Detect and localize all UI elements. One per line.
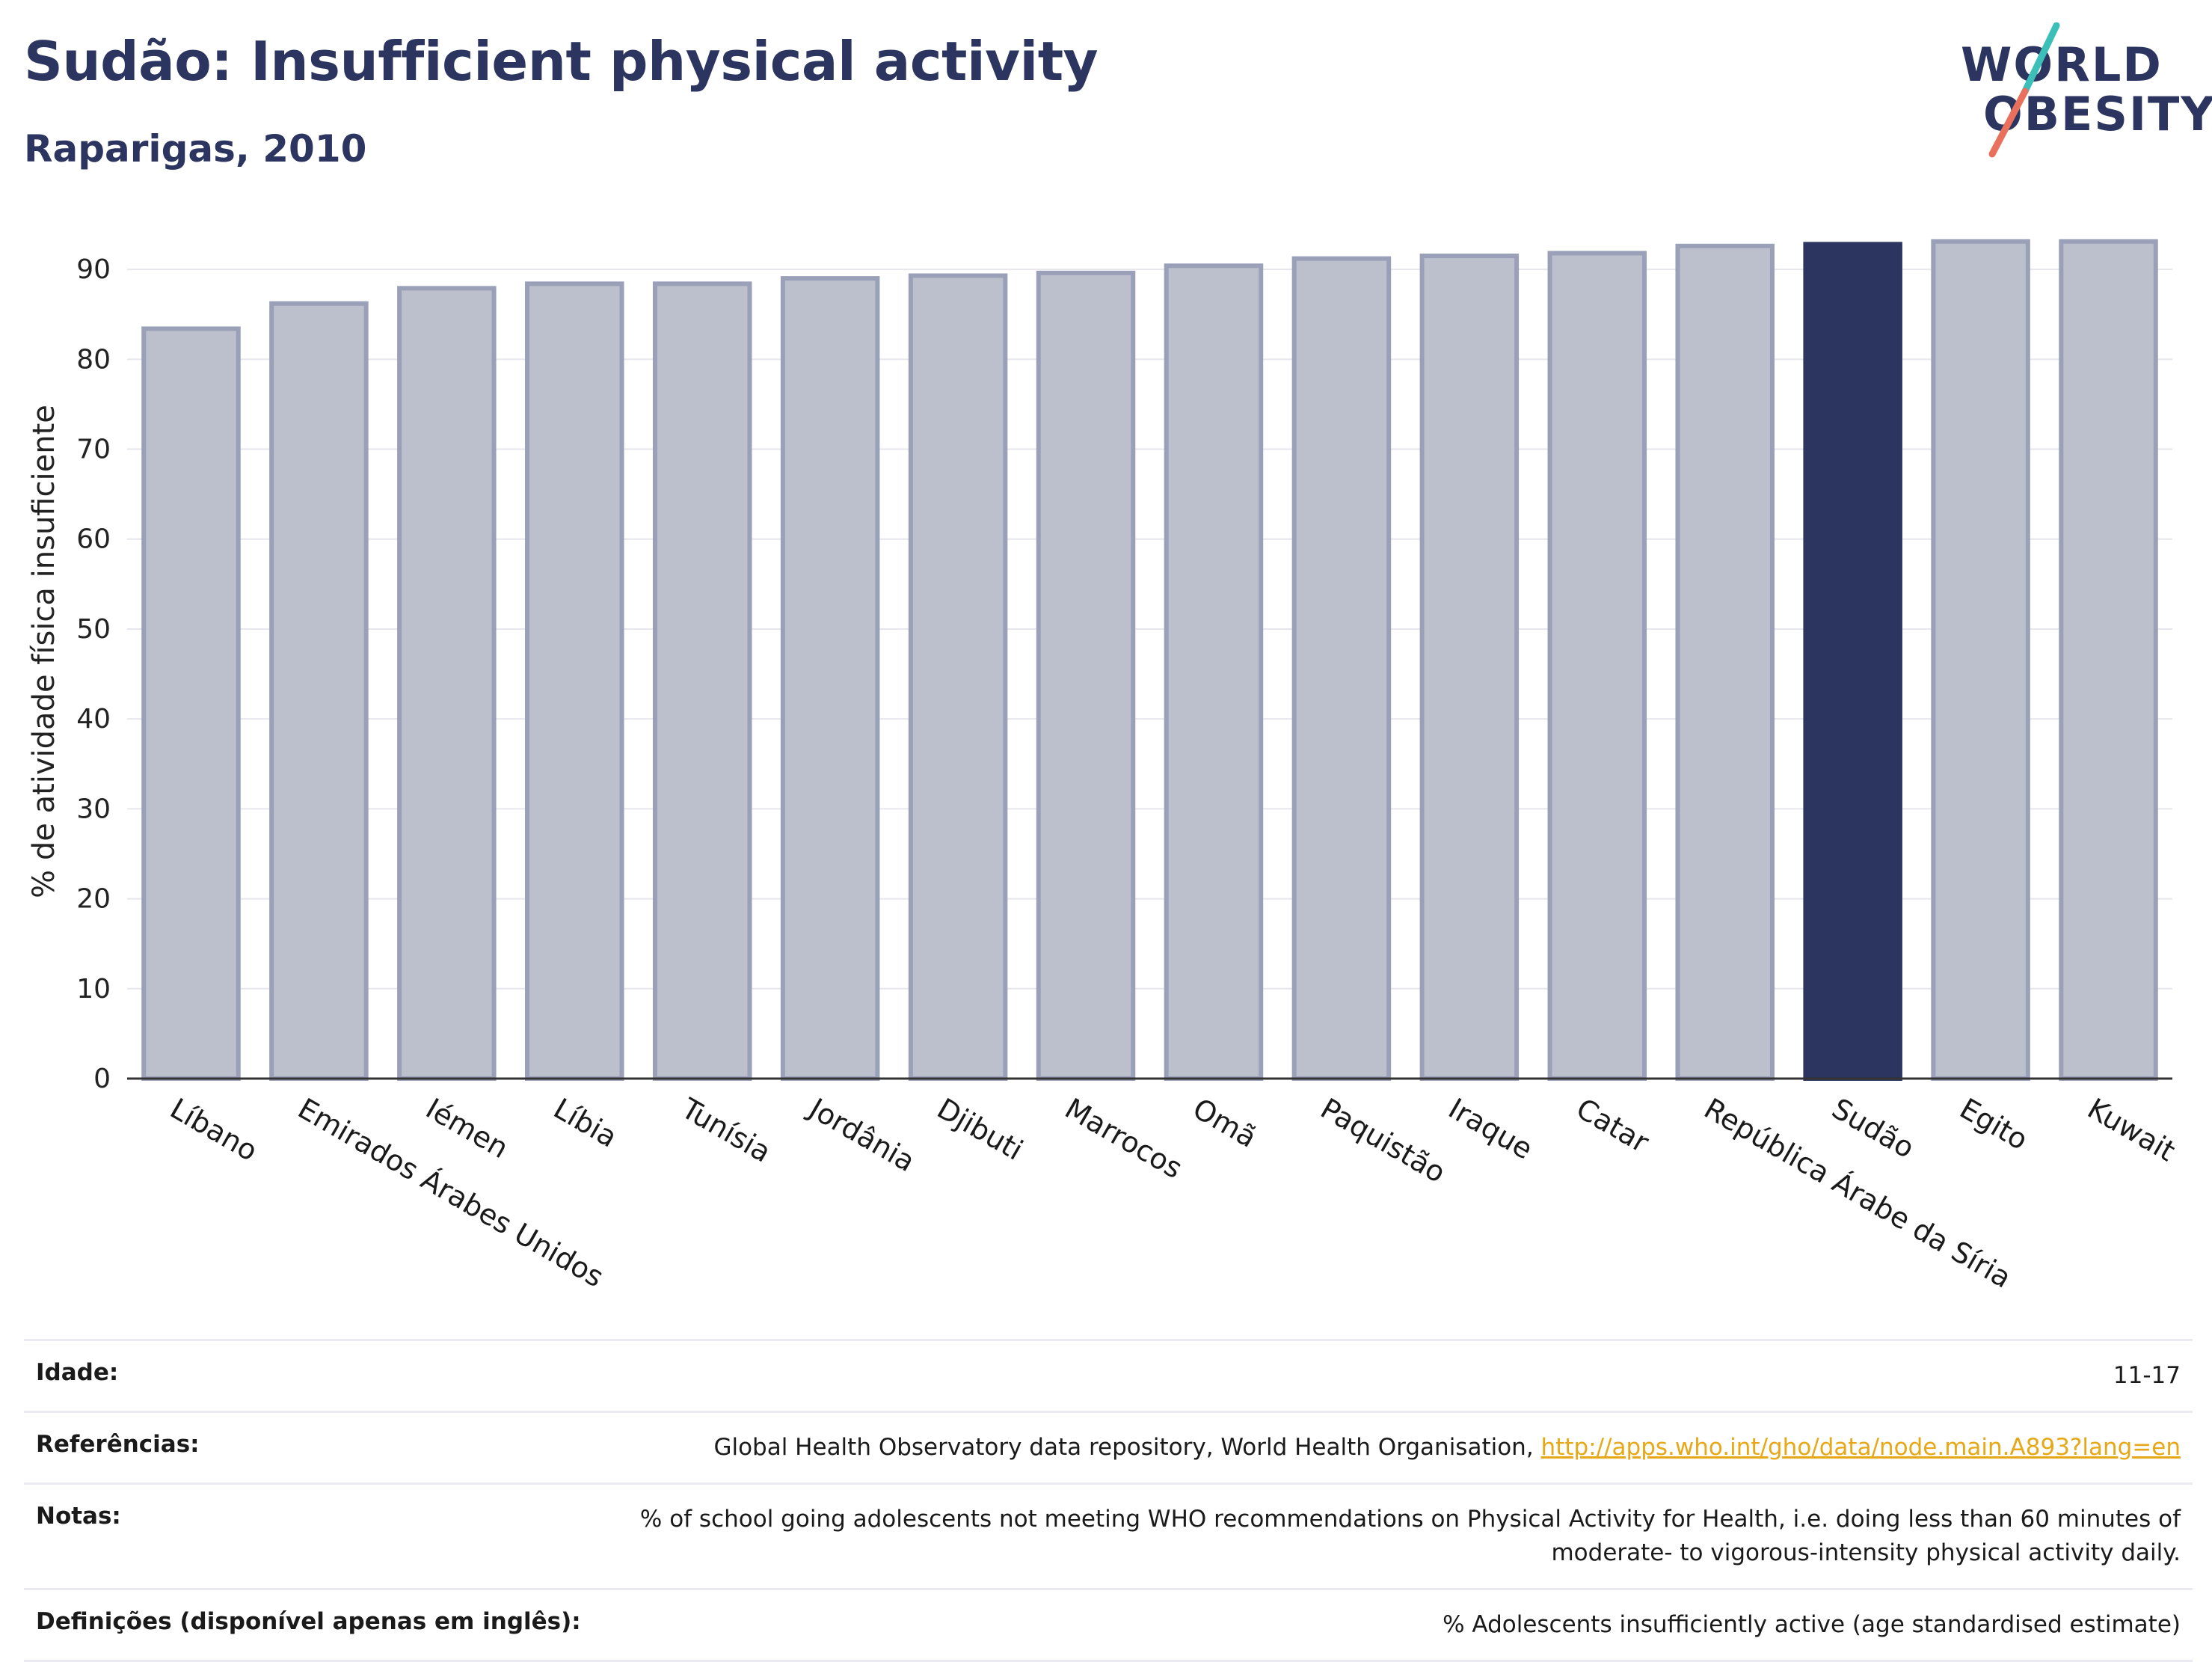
info-row-notes: Notas: % of school going adolescents not… — [24, 1482, 2193, 1588]
bar-chart: 0 10 20 30 40 50 60 70 80 90 % de atividade física… — [27, 239, 2181, 1295]
bar-líbano — [141, 326, 241, 1081]
y-tick-label: 70 — [76, 435, 111, 465]
x-tick-label: Líbano — [165, 1092, 263, 1168]
bar-iémen — [397, 286, 497, 1081]
x-tick-label: Paquistão — [1315, 1092, 1451, 1189]
y-tick-label: 80 — [76, 344, 111, 375]
bar-república-árabe-da-síria — [1675, 243, 1775, 1081]
bar-marrocos — [1036, 270, 1136, 1081]
references-value: Global Health Observatory data repositor… — [713, 1431, 2181, 1465]
logo-word-world: WORLD — [1961, 37, 2163, 92]
references-link[interactable]: http://apps.who.int/gho/data/node.main.A… — [1540, 1433, 2181, 1461]
definitions-label: Definições (disponível apenas em inglês)… — [36, 1607, 581, 1635]
bar-paquistão — [1291, 256, 1392, 1081]
bar-sudão — [1803, 242, 1902, 1082]
x-tick-label: Iraque — [1443, 1092, 1538, 1166]
y-tick-label: 40 — [76, 704, 111, 735]
notes-label: Notas: — [36, 1502, 121, 1530]
logo-slash-icon — [1988, 22, 2060, 158]
y-tick-label: 0 — [93, 1064, 111, 1094]
bar-iraque — [1419, 254, 1520, 1081]
y-tick-label: 60 — [76, 524, 111, 555]
bar-líbia — [525, 281, 624, 1081]
bar-egito — [1931, 239, 2030, 1082]
world-obesity-logo: WORLD OBESITY — [1944, 22, 2212, 165]
bar-djibuti — [908, 273, 1008, 1081]
y-tick-label: 20 — [76, 884, 111, 915]
notes-value: % of school going adolescents not meetin… — [639, 1505, 2181, 1566]
y-tick-label: 10 — [76, 974, 111, 1005]
references-text: Global Health Observatory data repositor… — [713, 1433, 1541, 1461]
x-tick-label: Jordânia — [802, 1091, 921, 1178]
info-row-references: Referências: Global Health Observatory d… — [24, 1410, 2193, 1482]
info-row-definitions: Definições (disponível apenas em inglês)… — [24, 1587, 2193, 1662]
info-table: Idade: 11-17 Referências: Global Health … — [24, 1339, 2193, 1662]
bar-kuwait — [2059, 239, 2158, 1082]
definitions-value: % Adolescents insufficiently active (age… — [1443, 1610, 2181, 1638]
y-tick-label: 90 — [76, 254, 111, 285]
chart-title: Sudão: Insufficient physical activity — [24, 30, 1099, 93]
bar-omã — [1164, 263, 1264, 1081]
chart-subtitle: Raparigas, 2010 — [24, 127, 367, 171]
y-axis-label: % de atividade física insuficiente — [27, 405, 61, 898]
y-tick-label: 30 — [76, 794, 111, 824]
x-tick-label: Omã — [1188, 1092, 1262, 1154]
bar-tunísia — [652, 281, 752, 1081]
x-tick-label: Kuwait — [2082, 1092, 2181, 1168]
x-tick-label: Djibuti — [932, 1092, 1028, 1167]
bar-catar — [1547, 251, 1647, 1081]
x-tick-label: Marrocos — [1060, 1092, 1188, 1186]
x-tick-label: Catar — [1571, 1092, 1655, 1159]
x-tick-label: Egito — [1954, 1092, 2033, 1157]
y-tick-label: 50 — [76, 614, 111, 645]
age-label: Idade: — [36, 1359, 119, 1386]
x-tick-label: Sudão — [1826, 1092, 1920, 1165]
x-tick-label: Iémen — [420, 1092, 514, 1165]
references-label: Referências: — [36, 1430, 200, 1458]
x-tick-label: Líbia — [548, 1092, 623, 1154]
bar-emirados-árabes-unidos — [269, 301, 369, 1081]
bar-jordânia — [780, 276, 880, 1081]
x-tick-label: Tunísia — [675, 1091, 776, 1169]
age-value: 11-17 — [2113, 1362, 2181, 1389]
info-row-age: Idade: 11-17 — [24, 1339, 2193, 1411]
